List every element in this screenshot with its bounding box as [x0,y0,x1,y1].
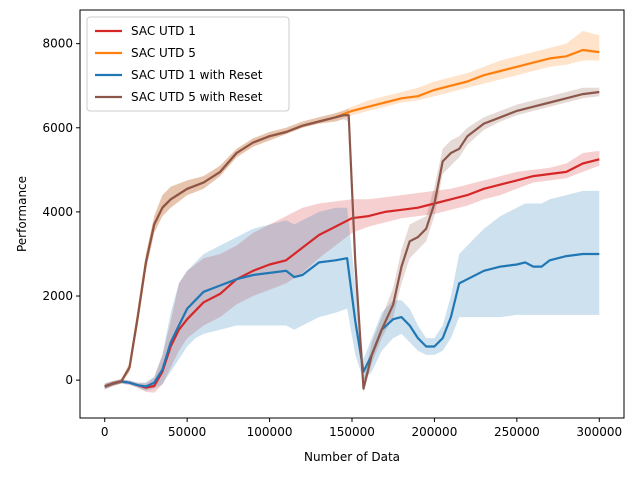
legend-box [86,16,290,112]
legend-label-sac-utd-5: SAC UTD 5 [131,46,196,60]
series-lines [104,48,600,390]
line-sac-utd-1 [104,158,600,389]
legend-label-sac-utd-1-with-reset: SAC UTD 1 with Reset [131,68,263,82]
y-tick-label: 2000 [42,289,73,303]
legend: SAC UTD 1 SAC UTD 5 SAC UTD 1 with Reset SA… [86,16,290,112]
line-sac-utd-1-with-reset [104,252,600,388]
x-tick-label: 100000 [247,425,293,439]
x-tick-label: 0 [101,425,109,439]
legend-label-sac-utd-5-with-reset: SAC UTD 5 with Reset [131,90,263,104]
x-axis-label: Number of Data [304,450,400,464]
line-sac-utd-5-with-reset [104,90,600,390]
y-tick-label: 8000 [42,37,73,51]
x-tick-label: 250000 [494,425,540,439]
y-tick-label: 6000 [42,121,73,135]
y-tick-label: 0 [65,373,73,387]
x-tick-label: 150000 [329,425,375,439]
y-tick-label: 4000 [42,205,73,219]
y-axis-ticks: 0 2000 4000 6000 8000 [42,37,80,387]
x-tick-label: 200000 [412,425,458,439]
x-tick-label: 300000 [576,425,622,439]
legend-label-sac-utd-1: SAC UTD 1 [131,24,196,38]
x-axis-ticks: 0 50000 100000 150000 200000 250000 300000 [101,418,622,439]
y-axis-label: Performance [15,176,29,252]
x-tick-label: 50000 [168,425,206,439]
band-sac-utd-5 [104,31,600,389]
